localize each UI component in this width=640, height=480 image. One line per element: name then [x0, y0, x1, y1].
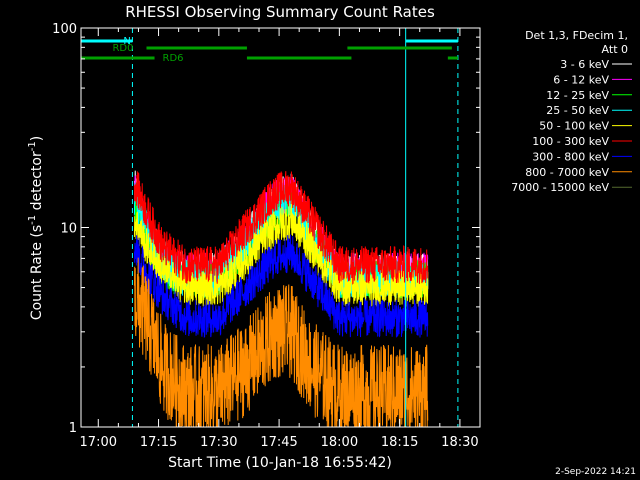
series-line-7 [133, 257, 429, 427]
legend-label: 25 - 50 keV [546, 104, 609, 117]
legend-label: 300 - 800 keV [532, 150, 609, 163]
legend-label: 800 - 7000 keV [525, 166, 609, 179]
x-tick-label: 18:30 [441, 435, 478, 450]
series-line-4 [133, 201, 429, 307]
x-tick-label: 18:15 [381, 435, 418, 450]
flag-label-n: N [123, 36, 130, 47]
x-tick-label: 17:30 [200, 435, 237, 450]
y-tick-label: 10 [60, 222, 77, 237]
flag-label-rd0: RD0 [112, 43, 133, 54]
y-tick-label: 100 [52, 22, 77, 37]
series-line-5 [133, 171, 429, 285]
legend-label: 6 - 12 keV [553, 73, 609, 86]
legend-label: 12 - 25 keV [546, 89, 609, 102]
legend: Det 1,3, FDecim 1,Att 0 3 - 6 keV 6 - 12 k… [511, 29, 632, 194]
y-axis-label: Count Rate (s-1 detector-1) [27, 136, 45, 320]
y-tick-label: 1 [69, 421, 77, 436]
series-line-6 [133, 234, 429, 338]
x-tick-label: 17:45 [260, 435, 297, 450]
x-tick-label: 17:15 [140, 435, 177, 450]
x-axis-label: Start Time (10-Jan-18 16:55:42) [168, 455, 392, 471]
x-tick-label: 17:00 [80, 435, 117, 450]
legend-label: 50 - 100 keV [539, 120, 609, 133]
legend-label: 7000 - 15000 keV [511, 181, 609, 194]
chart-title: RHESSI Observing Summary Count Rates [125, 3, 435, 21]
flag-label-rd6: RD6 [163, 53, 184, 64]
legend-label: 3 - 6 keV [560, 58, 609, 71]
legend-label: 100 - 300 keV [532, 135, 609, 148]
x-tick-label: 18:00 [321, 435, 358, 450]
legend-header-line: Det 1,3, FDecim 1, [525, 29, 628, 42]
footer-date: 2-Sep-2022 14:21 [555, 467, 636, 477]
legend-header-line: Att 0 [602, 43, 628, 56]
